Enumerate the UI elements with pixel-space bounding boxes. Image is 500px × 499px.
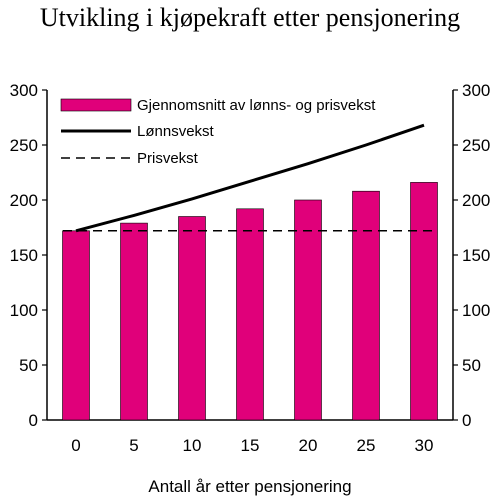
y-tick-label-right: 250 (462, 136, 490, 155)
legend: Gjennomsnitt av lønns- og prisvekst Lønns… (60, 97, 376, 167)
bar (178, 216, 206, 421)
bar (352, 190, 380, 421)
x-tick-label: 20 (299, 436, 318, 455)
y-tick-label-left: 0 (29, 411, 38, 430)
y-tick-label-left: 150 (10, 246, 38, 265)
legend-label: Prisvekst (137, 150, 199, 167)
x-axis-label: Antall år etter pensjonering (148, 477, 351, 496)
line-series (63, 123, 437, 233)
y-tick-label-left: 200 (10, 191, 38, 210)
bar-series (62, 182, 438, 421)
x-tick-label: 0 (71, 436, 80, 455)
y-ticks-left: 0 50 100 150 200 250 300 (10, 81, 47, 430)
y-tick-label-left: 50 (19, 356, 38, 375)
bar (294, 199, 322, 421)
legend-label: Lønnsvekst (137, 123, 215, 140)
y-tick-label-left: 100 (10, 301, 38, 320)
y-tick-label-right: 150 (462, 246, 490, 265)
x-tick-label: 30 (415, 436, 434, 455)
x-tick-label: 25 (357, 436, 376, 455)
bar (236, 208, 264, 421)
bar (120, 222, 148, 421)
bar (410, 182, 438, 421)
line-lonnsvekst (75, 123, 425, 233)
y-ticks-right: 0 50 100 150 200 250 300 (453, 81, 490, 430)
bar (62, 230, 90, 421)
legend-label: Gjennomsnitt av lønns- og prisvekst (137, 97, 376, 114)
x-tick-label: 15 (241, 436, 260, 455)
x-tick-label: 10 (183, 436, 202, 455)
legend-swatch-bar (60, 98, 132, 112)
y-tick-label-right: 200 (462, 191, 490, 210)
y-tick-label-left: 250 (10, 136, 38, 155)
chart-title: Utvikling i kjøpekraft etter pensjonerin… (40, 3, 460, 32)
y-tick-label-right: 100 (462, 301, 490, 320)
x-tick-label: 5 (129, 436, 138, 455)
y-tick-label-right: 0 (462, 411, 471, 430)
x-ticks: 0 5 10 15 20 25 30 (71, 436, 433, 455)
y-tick-label-right: 50 (462, 356, 481, 375)
y-tick-label-right: 300 (462, 81, 490, 100)
y-tick-label-left: 300 (10, 81, 38, 100)
